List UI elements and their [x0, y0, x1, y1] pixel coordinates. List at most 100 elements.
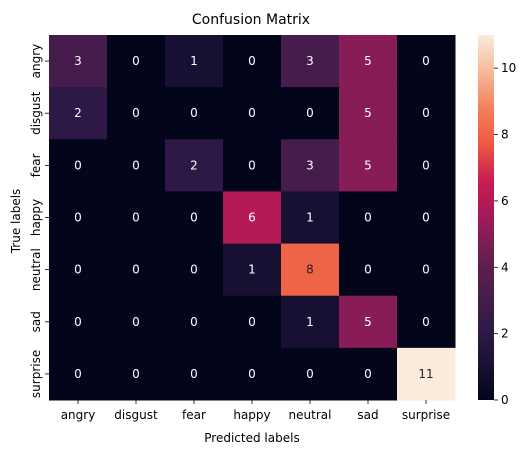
heatmap-cell [339, 295, 398, 349]
heatmap-cell [223, 87, 282, 140]
cell-value-label: 2 [190, 158, 198, 172]
cell-value-labels: 3 0 1 0 3 5 0 2 0 0 0 0 5 0 0 0 2 0 3 5 0 0 0 0 6 1 0 0 0 0 0 1 8 0 0 0 0 0 0 1… [74, 54, 433, 381]
heatmap-cell [49, 139, 108, 192]
cell-value-label: 0 [132, 315, 140, 329]
heatmap-cell [397, 295, 456, 349]
y-tick-label: happy [29, 199, 43, 236]
cell-value-label: 5 [364, 106, 372, 120]
heatmap-cell [223, 191, 282, 245]
heatmap-cell [165, 243, 224, 297]
y-tick-label: surprise [29, 350, 43, 398]
heatmap-cell [49, 243, 108, 297]
heatmap-cell [49, 87, 108, 140]
colorbar-tick-label: 6 [501, 194, 509, 208]
heatmap-cell [223, 347, 282, 401]
x-tick-label: angry [61, 408, 96, 422]
cell-value-label: 0 [190, 211, 198, 225]
cell-value-label: 3 [74, 54, 82, 68]
heatmap-cell [107, 191, 166, 245]
cell-value-label: 1 [306, 211, 314, 225]
heatmap-cell [165, 139, 224, 192]
cell-value-label: 0 [422, 211, 430, 225]
heatmap-cell [165, 191, 224, 245]
heatmap-cell [223, 35, 282, 88]
cell-value-label: 0 [132, 367, 140, 381]
heatmap-cell [281, 295, 340, 349]
heatmap-cells [49, 35, 456, 401]
cell-value-label: 11 [418, 367, 433, 381]
heatmap-cell [49, 347, 108, 401]
heatmap-cell [339, 35, 398, 88]
cell-value-label: 1 [190, 54, 198, 68]
heatmap-cell [165, 35, 224, 88]
cell-value-label: 0 [364, 367, 372, 381]
heatmap-cell [281, 139, 340, 192]
heatmap-cell [397, 139, 456, 192]
cell-value-label: 0 [248, 367, 256, 381]
cell-value-label: 0 [422, 106, 430, 120]
cell-value-label: 1 [248, 263, 256, 277]
heatmap-cell [165, 295, 224, 349]
y-tick-label: fear [29, 153, 43, 177]
cell-value-label: 0 [74, 315, 82, 329]
heatmap-cell [165, 347, 224, 401]
heatmap-cell [397, 347, 456, 401]
heatmap-cell [165, 87, 224, 140]
y-tick-label: disgust [29, 91, 43, 135]
cell-value-label: 0 [132, 263, 140, 277]
x-axis-label: Predicted labels [204, 431, 299, 445]
heatmap-cell [281, 347, 340, 401]
colorbar-tick-label: 0 [501, 393, 509, 407]
cell-value-label: 0 [422, 158, 430, 172]
heatmap-cell [107, 243, 166, 297]
colorbar-tick-label: 4 [501, 260, 509, 274]
cell-value-label: 0 [248, 315, 256, 329]
heatmap-cell [281, 87, 340, 140]
heatmap-cell [107, 87, 166, 140]
cell-value-label: 0 [132, 54, 140, 68]
cell-value-label: 3 [306, 54, 314, 68]
cell-value-label: 0 [364, 211, 372, 225]
cell-value-label: 0 [74, 158, 82, 172]
y-tick-label: neutral [29, 248, 43, 291]
cell-value-label: 6 [248, 211, 256, 225]
heatmap-cell [223, 295, 282, 349]
y-tick-label: sad [29, 311, 43, 332]
cell-value-label: 0 [364, 263, 372, 277]
cell-value-label: 0 [422, 54, 430, 68]
heatmap-cell [281, 35, 340, 88]
cell-value-label: 0 [132, 158, 140, 172]
heatmap-cell [397, 87, 456, 140]
heatmap-cell [107, 347, 166, 401]
cell-value-label: 5 [364, 158, 372, 172]
colorbar-ticks: 0 2 4 6 8 10 [494, 61, 516, 407]
heatmap-cell [107, 295, 166, 349]
y-tick-label: angry [29, 44, 43, 79]
chart-title: Confusion Matrix [192, 12, 310, 28]
colorbar [478, 35, 494, 400]
cell-value-label: 0 [74, 367, 82, 381]
heatmap-cell [223, 139, 282, 192]
cell-value-label: 5 [364, 54, 372, 68]
x-axis-ticks: angry disgust fear happy neutral sad surprise [61, 400, 450, 422]
heatmap-cell [397, 35, 456, 88]
cell-value-label: 0 [248, 106, 256, 120]
heatmap-cell [107, 139, 166, 192]
x-tick-label: sad [357, 408, 378, 422]
cell-value-label: 0 [248, 54, 256, 68]
heatmap-cell [281, 191, 340, 245]
cell-value-label: 0 [132, 106, 140, 120]
cell-value-label: 0 [190, 315, 198, 329]
cell-value-label: 0 [422, 263, 430, 277]
heatmap-cell [49, 295, 108, 349]
heatmap-cell [339, 243, 398, 297]
x-tick-label: neutral [289, 408, 332, 422]
cell-value-label: 0 [306, 367, 314, 381]
colorbar-tick-label: 10 [501, 61, 516, 75]
cell-value-label: 0 [422, 315, 430, 329]
cell-value-label: 0 [74, 211, 82, 225]
x-tick-label: disgust [114, 408, 158, 422]
cell-value-label: 2 [74, 106, 82, 120]
cell-value-label: 0 [190, 106, 198, 120]
